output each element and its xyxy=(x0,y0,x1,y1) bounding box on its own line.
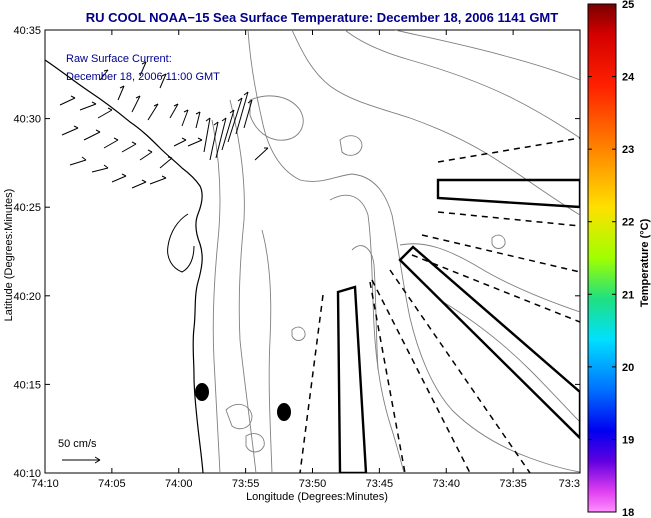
plot-area xyxy=(44,29,581,474)
depth-contour-16 xyxy=(291,326,306,341)
x-tick-label: 74:05 xyxy=(98,478,126,490)
depth-contour-7 xyxy=(261,229,273,473)
x-tick-label: 73:45 xyxy=(366,478,394,490)
channel-southeast xyxy=(398,245,580,440)
sector-dashed-lines xyxy=(299,137,580,473)
scale-arrow xyxy=(62,456,101,464)
colorbar-ticks: 25 24 23 22 21 20 19 18 xyxy=(588,0,635,518)
scale-label: 50 cm/s xyxy=(58,438,97,450)
overlay-line-2: December 18, 2006 11:00 GMT xyxy=(66,71,220,83)
channel-east-upper xyxy=(436,178,580,209)
y-tick-label: 40:30 xyxy=(13,114,41,126)
depth-contour-12 xyxy=(249,95,304,141)
x-tick-label: 74:10 xyxy=(31,478,59,490)
colorbar-tick-label: 23 xyxy=(622,144,634,156)
colorbar-tick-label: 25 xyxy=(622,0,634,11)
depth-contour-3 xyxy=(344,30,580,139)
x-axis-label: Longitude (Degrees:Minutes) xyxy=(246,491,388,503)
x-tick-label: 73:55 xyxy=(232,478,260,490)
colorbar-tick-label: 19 xyxy=(622,434,634,446)
depth-contour-11 xyxy=(399,243,580,313)
colorbar-tick-label: 18 xyxy=(622,507,634,518)
marker-ellipse-west xyxy=(195,383,209,401)
depth-contour-4 xyxy=(394,30,580,81)
colorbar-tick-label: 22 xyxy=(622,217,634,229)
depth-contour-15 xyxy=(245,433,265,453)
channel-south xyxy=(336,285,368,473)
overlay-line-1: Raw Surface Current: xyxy=(66,53,172,65)
x-axis: 74:10 74:05 74:00 73:55 73:50 73:45 73:40 73:35… xyxy=(31,30,581,490)
y-axis: 40:35 40:30 40:25 40:20 40:15 40:10 xyxy=(13,25,580,480)
y-tick-label: 40:15 xyxy=(13,379,41,391)
depth-contour-8 xyxy=(329,194,405,473)
current-vectors xyxy=(59,61,269,189)
depth-contour-1 xyxy=(247,30,580,473)
depth-contour-17 xyxy=(491,234,506,249)
x-tick-label: 73:3 xyxy=(559,478,580,490)
depth-contour-13 xyxy=(339,135,363,156)
colorbar-tick-label: 20 xyxy=(622,362,634,374)
channel-outlines xyxy=(336,178,580,473)
x-tick-label: 73:40 xyxy=(432,478,460,490)
y-tick-label: 40:10 xyxy=(13,468,41,480)
x-tick-label: 73:35 xyxy=(499,478,527,490)
y-axis-label: Latitude (Degrees:Minutes) xyxy=(3,189,15,322)
chart-title: RU COOL NOAA−15 Sea Surface Temperature:… xyxy=(86,10,558,25)
x-tick-label: 74:00 xyxy=(165,478,193,490)
coastline xyxy=(45,59,204,473)
depth-contour-6 xyxy=(229,99,257,473)
depth-contour-2 xyxy=(291,30,580,216)
colorbar-label: Temperature (°C) xyxy=(639,218,651,307)
marker-ellipse-east xyxy=(277,403,291,421)
depth-contour-14 xyxy=(225,403,253,430)
x-tick-label: 73:50 xyxy=(299,478,327,490)
bathymetry-contours xyxy=(211,30,580,473)
y-tick-label: 40:25 xyxy=(13,202,41,214)
depth-contour-9 xyxy=(351,245,379,371)
y-tick-label: 40:35 xyxy=(13,25,41,37)
colorbar-tick-label: 24 xyxy=(622,72,635,84)
colorbar-tick-label: 21 xyxy=(622,289,634,301)
coastline-bay xyxy=(167,213,195,273)
depth-contour-10 xyxy=(439,299,580,423)
colorbar xyxy=(587,3,617,513)
y-tick-label: 40:20 xyxy=(13,291,41,303)
depth-contour-5 xyxy=(211,119,221,473)
